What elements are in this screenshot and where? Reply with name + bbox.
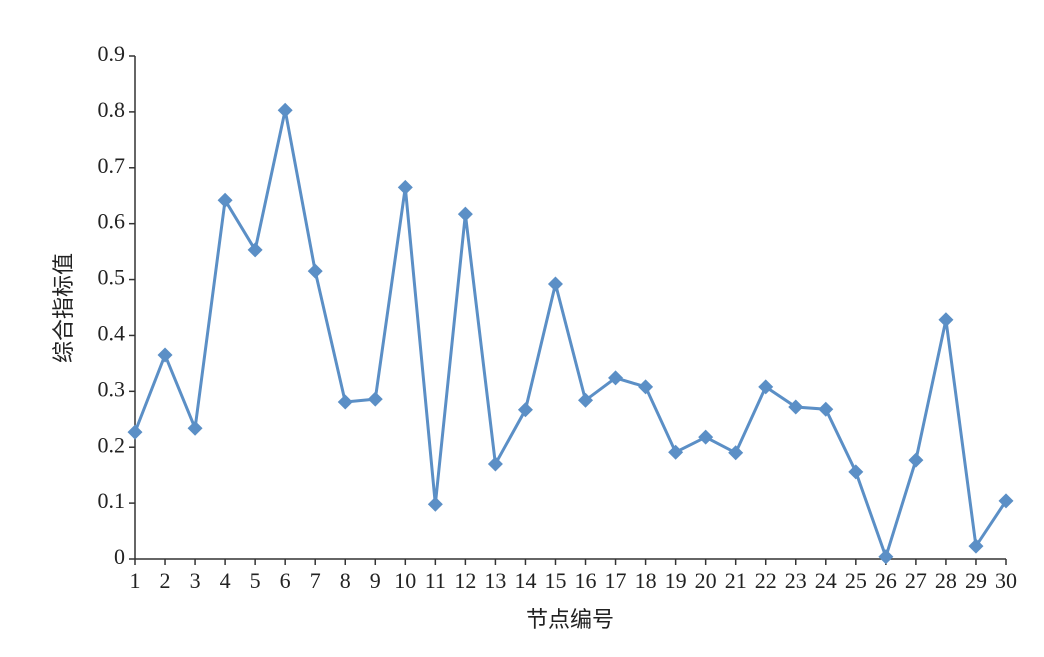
x-tick-label: 30 [995,568,1017,593]
x-tick-label: 27 [905,568,927,593]
x-tick-label: 7 [310,568,321,593]
point [367,391,383,407]
x-tick-label: 28 [935,568,957,593]
x-tick-label: 4 [220,568,231,593]
point [457,206,473,222]
point [397,179,413,195]
point [217,192,233,208]
x-tick-label: 2 [160,568,171,593]
x-tick-label: 29 [965,568,987,593]
point [878,549,894,565]
point [127,424,143,440]
x-tick-label: 13 [484,568,506,593]
x-tick-label: 20 [695,568,717,593]
x-tick-label: 12 [454,568,476,593]
x-tick-label: 24 [815,568,837,593]
y-tick-label: 0.3 [98,376,126,401]
point [638,379,654,395]
x-tick-label: 15 [544,568,566,593]
point [277,102,293,118]
point [487,456,503,472]
point [517,402,533,418]
x-tick-label: 25 [845,568,867,593]
point [908,452,924,468]
x-tick-label: 8 [340,568,351,593]
point [818,401,834,417]
x-tick-label: 9 [370,568,381,593]
y-tick-label: 0.7 [98,153,126,178]
point [547,276,563,292]
y-tick-label: 0.4 [98,320,126,345]
point [788,399,804,415]
x-tick-label: 6 [280,568,291,593]
x-tick-label: 18 [635,568,657,593]
x-tick-label: 26 [875,568,897,593]
point [247,242,263,258]
point [307,263,323,279]
x-tick-label: 23 [785,568,807,593]
point [578,392,594,408]
x-tick-label: 19 [665,568,687,593]
x-axis-label: 节点编号 [526,607,614,632]
x-tick-label: 10 [394,568,416,593]
x-tick-label: 17 [605,568,627,593]
x-tick-label: 21 [725,568,747,593]
point [337,394,353,410]
x-tick-label: 14 [514,568,536,593]
point [998,493,1014,509]
y-tick-label: 0 [114,544,125,569]
y-tick-label: 0.6 [98,209,126,234]
point [187,420,203,436]
series-line [133,109,1008,562]
y-axis-label: 综合指标值 [51,253,76,363]
x-tick-label: 3 [190,568,201,593]
x-tick-label: 11 [425,568,446,593]
x-tick-label: 22 [755,568,777,593]
point [968,538,984,554]
point [728,445,744,461]
y-tick-label: 0.9 [98,41,126,66]
point [668,444,684,460]
point [758,379,774,395]
y-tick-label: 0.8 [98,97,126,122]
point [698,429,714,445]
y-tick-label: 0.2 [98,432,126,457]
y-tick-label: 0.5 [98,265,126,290]
x-tick-label: 1 [130,568,141,593]
point [608,370,624,386]
point [938,312,954,328]
point [157,347,173,363]
x-tick-label: 16 [575,568,597,593]
x-tick-label: 5 [250,568,261,593]
y-tick-label: 0.1 [98,488,126,513]
point [848,464,864,480]
point [427,496,443,512]
